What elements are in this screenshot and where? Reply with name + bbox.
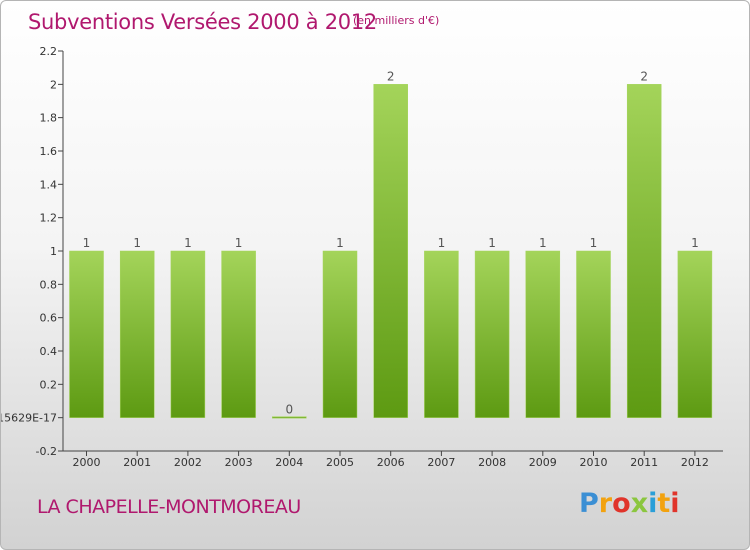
logo-letter: t: [657, 488, 671, 519]
bar-2010: [576, 250, 611, 418]
x-tick-label: 2009: [529, 456, 557, 469]
logo-letter: r: [598, 488, 613, 519]
x-tick-label: 2003: [225, 456, 253, 469]
data-label-2010: 1: [590, 236, 598, 250]
chart-title: Subventions Versées 2000 à 2012: [28, 10, 377, 34]
y-tick-label: 1.6: [40, 145, 58, 158]
y-tick-label: 2.2: [40, 45, 58, 58]
x-tick-label: 2010: [580, 456, 608, 469]
x-tick-label: 2012: [681, 456, 709, 469]
bar-2001: [119, 250, 155, 418]
logo-letter: i: [648, 488, 658, 519]
logo-letter: P: [579, 488, 599, 519]
data-label-2008: 1: [488, 236, 496, 250]
x-tick-label: 2000: [73, 456, 101, 469]
bar-2009: [525, 250, 561, 418]
data-label-2006: 2: [387, 69, 395, 83]
y-tick-label: 0.8: [40, 278, 58, 291]
y-tick-label: 0.6: [40, 312, 58, 325]
bar-2000: [69, 250, 104, 418]
y-tick-label: 1.8: [40, 112, 58, 125]
x-tick-label: 2011: [630, 456, 658, 469]
y-tick-label: -0.2: [36, 445, 57, 458]
data-label-2009: 1: [539, 236, 547, 250]
unit-note: (en milliers d'€): [353, 14, 440, 27]
data-label-2001: 1: [133, 236, 141, 250]
y-tick-label: 2: [50, 78, 57, 91]
logo-letter: o: [612, 488, 631, 519]
x-tick-label: 2001: [123, 456, 151, 469]
proxiti-logo: Proxiti: [579, 488, 680, 519]
y-tick-label: -15629E-17: [1, 412, 57, 425]
data-label-2011: 2: [640, 69, 648, 83]
x-tick-label: 2004: [275, 456, 303, 469]
x-tick-label: 2006: [377, 456, 405, 469]
bar-2011: [626, 84, 662, 418]
y-tick-label: 1.4: [40, 178, 58, 191]
data-label-2012: 1: [691, 236, 699, 250]
x-tick-label: 2008: [478, 456, 506, 469]
bar-2008: [474, 250, 510, 418]
y-tick-label: 1.2: [40, 212, 58, 225]
bar-2007: [424, 250, 459, 418]
y-tick-label: 0.2: [40, 378, 58, 391]
data-label-2003: 1: [235, 236, 243, 250]
logo-letter: i: [670, 488, 680, 519]
data-label-2004: 0: [285, 403, 293, 417]
bar-2003: [221, 250, 256, 418]
x-tick-label: 2002: [174, 456, 202, 469]
y-tick-label: 0.4: [40, 345, 58, 358]
y-tick-label: 1: [50, 245, 57, 258]
x-tick-label: 2005: [326, 456, 354, 469]
data-label-2002: 1: [184, 236, 192, 250]
data-label-2000: 1: [83, 236, 91, 250]
bar-2004: [272, 416, 307, 419]
bar-2005: [322, 250, 358, 418]
data-label-2007: 1: [438, 236, 446, 250]
bar-2002: [170, 250, 206, 418]
x-tick-label: 2007: [427, 456, 455, 469]
logo-letter: x: [630, 488, 649, 519]
data-label-2005: 1: [336, 236, 344, 250]
bar-2012: [677, 250, 713, 418]
bar-2006: [373, 84, 408, 418]
commune-name: LA CHAPELLE-MONTMOREAU: [37, 496, 301, 518]
